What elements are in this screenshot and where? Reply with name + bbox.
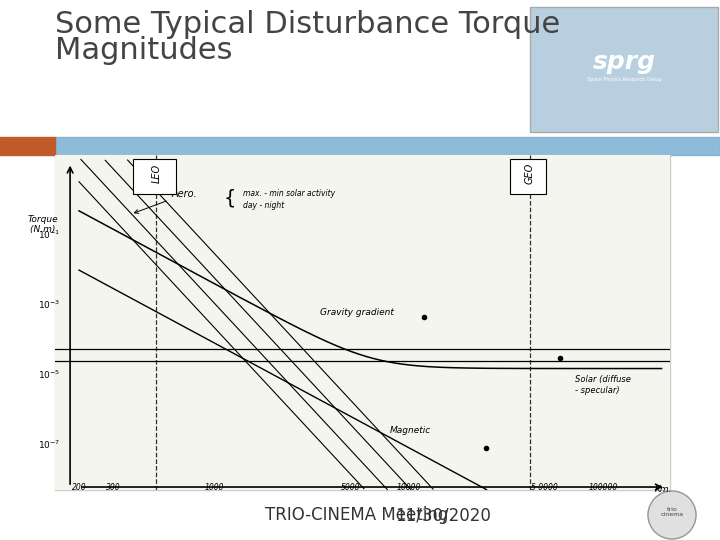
Text: 11/30/2020: 11/30/2020 (395, 506, 491, 524)
Text: $10^{-5}$: $10^{-5}$ (38, 368, 60, 381)
Circle shape (648, 491, 696, 539)
FancyBboxPatch shape (510, 159, 546, 194)
Text: Solar (diffuse
- specular): Solar (diffuse - specular) (575, 375, 631, 395)
Text: day - night: day - night (243, 201, 284, 210)
Text: $10^{-3}$: $10^{-3}$ (38, 299, 60, 311)
Text: Some Typical Disturbance Torque: Some Typical Disturbance Torque (55, 10, 560, 39)
Text: LEO: LEO (151, 164, 161, 183)
Text: Gravity gradient: Gravity gradient (320, 308, 395, 317)
Bar (530, 7, 718, 132)
Text: 5 0000: 5 0000 (531, 483, 558, 492)
Text: 1000: 1000 (205, 483, 225, 492)
Text: Magnetic: Magnetic (390, 426, 431, 435)
Text: Magnitudes: Magnitudes (55, 36, 233, 65)
Text: Km.: Km. (655, 485, 672, 494)
Bar (55, 137, 720, 155)
Text: $10^{-1}$: $10^{-1}$ (38, 229, 60, 241)
Bar (55, 155, 670, 490)
Text: 5000: 5000 (341, 483, 360, 492)
Text: $10^{-7}$: $10^{-7}$ (38, 438, 60, 450)
Text: max. - min solar activity: max. - min solar activity (243, 188, 336, 198)
Text: Torque
(N m): Torque (N m) (27, 215, 58, 234)
Text: TRIO-CINEMA Meeting: TRIO-CINEMA Meeting (265, 506, 449, 524)
Text: $\{$: $\{$ (222, 187, 235, 208)
Text: Aero.: Aero. (135, 189, 197, 213)
Text: Space Physics Research Group: Space Physics Research Group (587, 78, 661, 83)
Text: 300: 300 (106, 483, 120, 492)
Text: 200: 200 (72, 483, 86, 492)
FancyBboxPatch shape (133, 159, 176, 194)
Text: GEO: GEO (525, 163, 535, 184)
Text: trio
cinema: trio cinema (660, 507, 683, 517)
Text: 10000: 10000 (397, 483, 421, 492)
Text: 100000: 100000 (588, 483, 618, 492)
Text: sprg: sprg (593, 50, 655, 74)
Bar (0, 137, 55, 155)
Bar (0, 0, 720, 150)
